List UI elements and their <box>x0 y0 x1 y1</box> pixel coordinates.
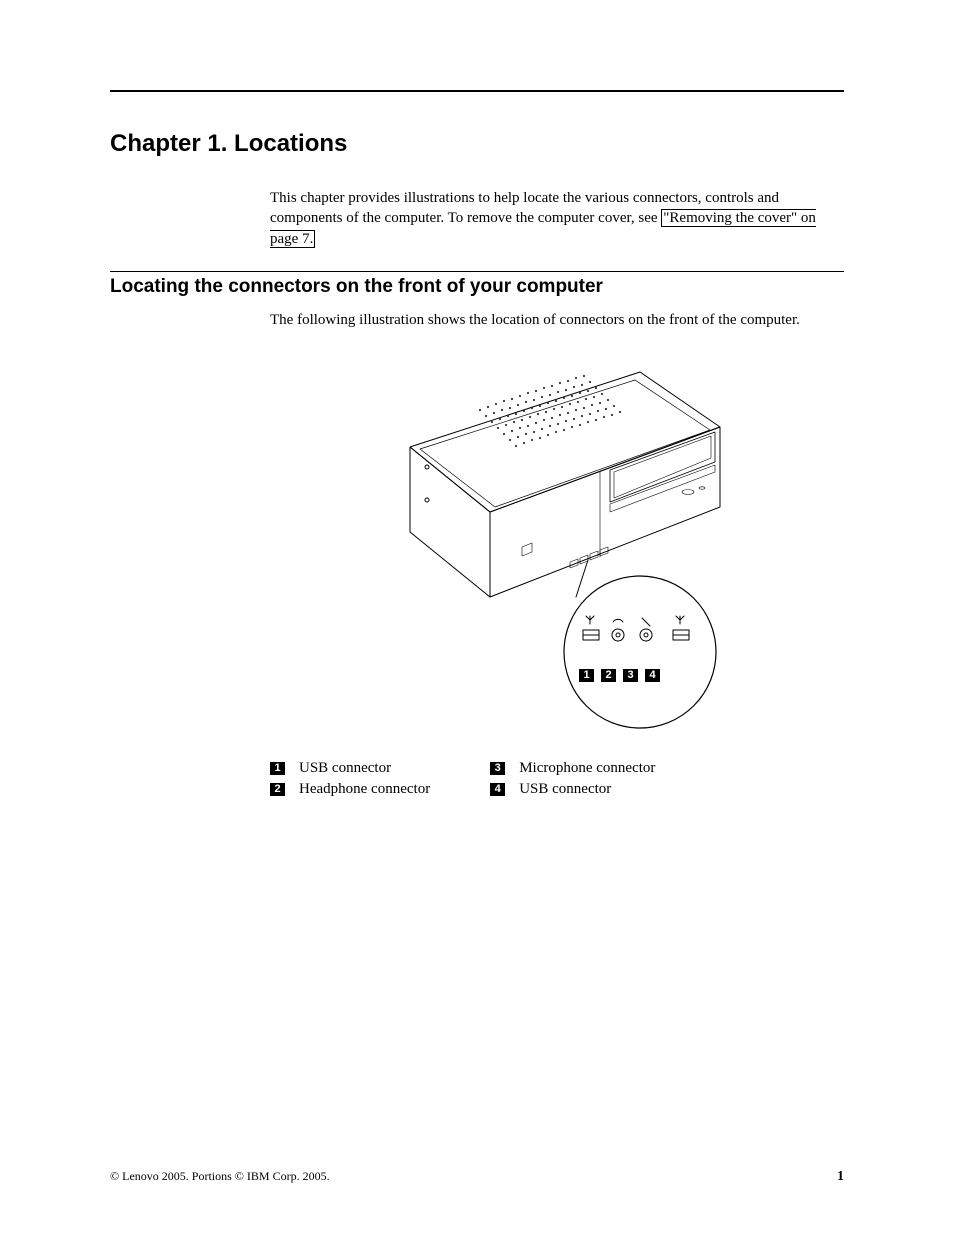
legend-item: 1 USB connector <box>270 760 430 777</box>
legend-key: 3 <box>490 762 505 775</box>
callout-number-row: 1 2 3 4 <box>579 669 660 682</box>
callout-key: 2 <box>601 669 616 682</box>
legend-key: 2 <box>270 783 285 796</box>
legend-key: 4 <box>490 783 505 796</box>
intro-paragraph: This chapter provides illustrations to h… <box>270 188 844 249</box>
callout-key: 4 <box>645 669 660 682</box>
computer-illustration: 1 2 3 4 <box>270 352 844 742</box>
section-intro: The following illustration shows the loc… <box>270 310 844 330</box>
legend-item: 3 Microphone connector <box>490 760 655 777</box>
legend-key: 1 <box>270 762 285 775</box>
callout-key: 3 <box>623 669 638 682</box>
legend-label: USB connector <box>299 760 391 777</box>
legend-label: Headphone connector <box>299 781 430 798</box>
chapter-title: Chapter 1. Locations <box>110 130 844 158</box>
page-number: 1 <box>837 1169 844 1185</box>
section-title: Locating the connectors on the front of … <box>110 276 844 298</box>
legend-label: USB connector <box>519 781 611 798</box>
legend-item: 2 Headphone connector <box>270 781 430 798</box>
callout-key: 1 <box>579 669 594 682</box>
legend-item: 4 USB connector <box>490 781 655 798</box>
footer-copyright: © Lenovo 2005. Portions © IBM Corp. 2005… <box>110 1169 330 1185</box>
connector-legend: 1 USB connector 2 Headphone connector 3 … <box>270 760 844 798</box>
legend-label: Microphone connector <box>519 760 655 777</box>
